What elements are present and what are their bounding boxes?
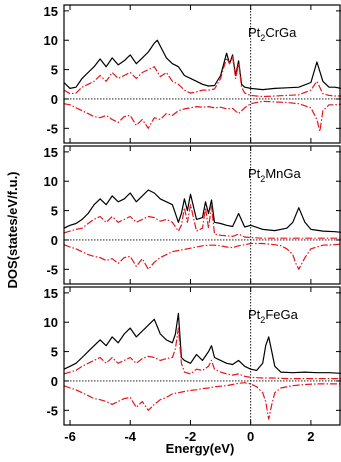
- total-dos-line: [64, 189, 341, 233]
- partial-dos-line: [64, 327, 341, 380]
- panel-frame: [63, 4, 341, 144]
- compound-label-base: Pt: [248, 166, 261, 181]
- y-tick-label: 10: [44, 33, 58, 48]
- y-tick-label: -5: [46, 262, 58, 277]
- compound-label: Pt2CrGa: [248, 25, 297, 43]
- partial-dos-line: [64, 100, 341, 132]
- partial-dos-line: [64, 56, 341, 98]
- compound-label-rest: CrGa: [265, 25, 297, 40]
- total-dos-line: [64, 312, 341, 374]
- partial-dos-line: [64, 242, 341, 270]
- y-tick-label: 10: [44, 174, 58, 189]
- y-tick-label: 0: [51, 374, 58, 389]
- compound-label-base: Pt: [248, 25, 261, 40]
- y-tick-label: 5: [51, 345, 58, 360]
- compound-label-subscript: 2: [260, 33, 265, 43]
- partial-dos-line: [64, 204, 341, 239]
- y-tick-label: 10: [44, 315, 58, 330]
- x-tick-label: -2: [185, 429, 197, 444]
- dos-panel: -5 0 5 10 15 Pt2MnGa: [44, 145, 341, 285]
- y-tick-label: 5: [51, 204, 58, 219]
- y-axis-label: DOS(states/eV/f.u.): [5, 171, 20, 288]
- panel-frame: [63, 145, 341, 285]
- compound-label-rest: FeGa: [265, 307, 298, 322]
- series-group: [64, 39, 341, 132]
- y-tick-label: 15: [44, 286, 58, 301]
- y-tick-label: 0: [51, 92, 58, 107]
- series-group: [64, 312, 341, 420]
- y-tick-label: -5: [46, 403, 58, 418]
- panels: -5051015Pt2CrGa-5051015Pt2MnGa-5051015-6…: [44, 4, 341, 444]
- compound-label: Pt2FeGa: [248, 307, 299, 325]
- compound-label: Pt2MnGa: [248, 166, 301, 184]
- y-tick-label: 15: [44, 4, 58, 19]
- y-tick-label: 5: [51, 63, 58, 78]
- panel-frame: [63, 286, 341, 426]
- dos-panel: -5 0 5 10 15 Pt2CrGa: [44, 4, 341, 144]
- x-tick-label: 0: [247, 429, 254, 444]
- x-tick-label: 2: [307, 429, 314, 444]
- x-tick-label: -6: [64, 429, 76, 444]
- compound-label-base: Pt: [248, 307, 261, 322]
- x-tick-label: -4: [124, 429, 136, 444]
- compound-label-subscript: 2: [260, 174, 265, 184]
- compound-label-rest: MnGa: [265, 166, 301, 181]
- y-tick-label: -5: [46, 121, 58, 136]
- y-tick-label: 0: [51, 233, 58, 248]
- partial-dos-line: [64, 382, 341, 420]
- series-group: [64, 189, 341, 270]
- y-tick-label: 15: [44, 145, 58, 160]
- total-dos-line: [64, 39, 341, 91]
- x-axis-label: Energy(eV): [166, 441, 235, 456]
- compound-label-subscript: 2: [260, 315, 265, 325]
